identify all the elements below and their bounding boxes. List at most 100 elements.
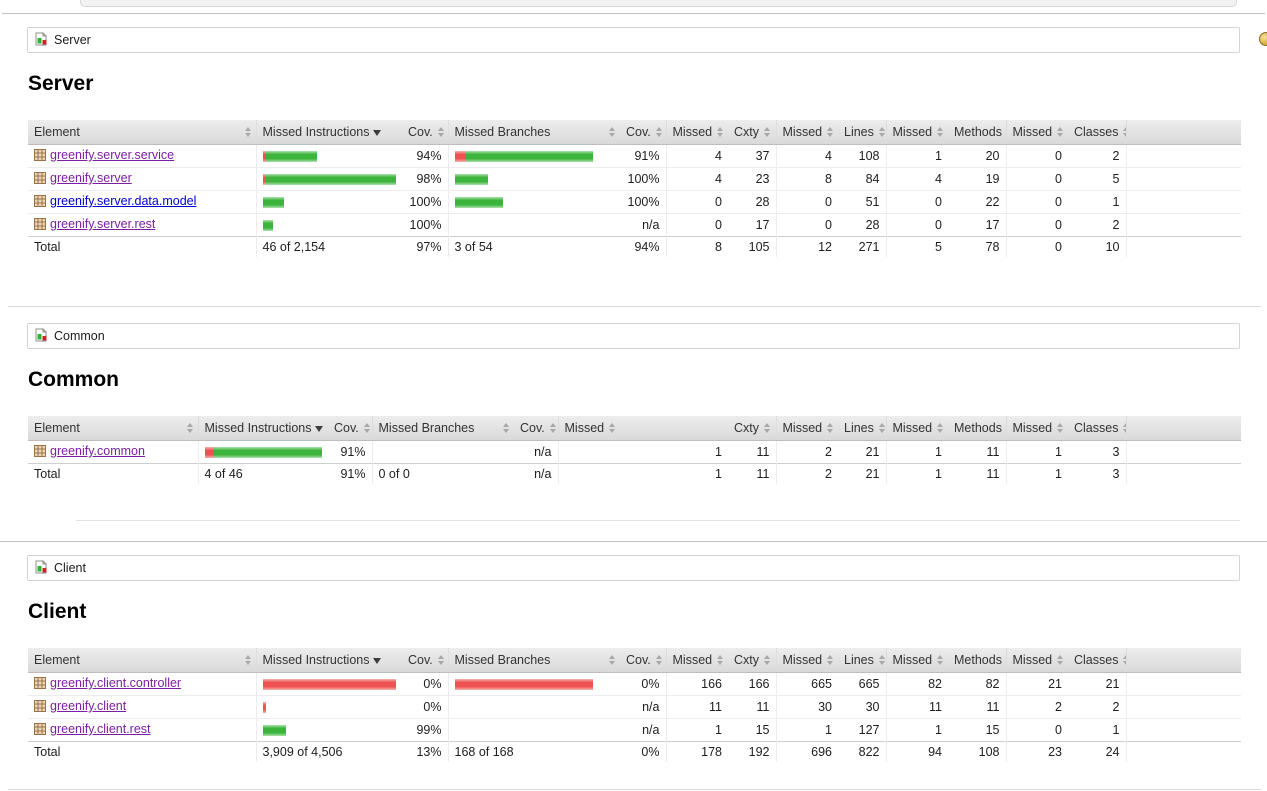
column-header-label: Cxty [734,421,759,435]
column-header-cov--2[interactable]: Cov. [328,416,372,441]
column-header-label: Missed Instructions [204,421,312,435]
metric-cell: 17 [755,218,770,232]
column-header-lines-8[interactable]: Lines [838,648,886,673]
package-link[interactable]: greenify.common [50,444,145,458]
column-header-missed-branches-3[interactable]: Missed Branches [371,416,514,441]
coverage-bar [262,701,397,713]
session-clock-icon[interactable] [1259,32,1267,46]
instructions-coverage-cell: 0% [402,672,448,696]
column-header-lines-8[interactable]: Lines [838,416,886,441]
metric-cell: 4 [665,144,728,168]
metric-cell: 11 [756,445,770,459]
metric-cell: 23 [728,167,776,191]
metric-cell: 2 [1005,695,1068,719]
coverage-bar [454,173,615,185]
sort-arrows-icon [608,655,617,666]
branches-coverage-cell: n/a [620,695,666,719]
column-header-missed-9[interactable]: Missed [885,648,948,673]
column-header-missed-branches-3[interactable]: Missed Branches [447,120,620,145]
metric-cell: 0 [1005,213,1068,237]
total-row: Total 4 of 46 91% 0 of 0 n/a 1 11 2 21 1 11 1 3 [28,463,1241,484]
column-header-cov--4[interactable]: Cov. [620,648,666,673]
covered-bar-segment [454,196,503,208]
column-header-missed-7[interactable]: Missed [775,120,838,145]
column-header-classes-12[interactable]: Classes [1068,648,1126,673]
total-metric-cell: 3 [1068,463,1126,484]
column-header-missed-9[interactable]: Missed [885,120,948,145]
total-metric-cell: 8 [665,236,728,257]
package-link[interactable]: greenify.server [50,171,132,185]
sort-arrows-icon [549,423,558,434]
package-link[interactable]: greenify.server.data.model [50,194,197,208]
metric-cell: 0 [775,213,838,237]
breadcrumb-label: Common [54,329,105,343]
metric-cell: 5 [1068,167,1126,191]
column-header-missed-9[interactable]: Missed [885,416,948,441]
coverage-bar [262,678,396,690]
column-header-missed-7[interactable]: Missed [775,416,838,441]
column-header-classes-12[interactable]: Classes [1068,416,1126,441]
section-title: Server [28,72,94,95]
column-header-label: Missed [1012,125,1053,139]
metric-cell: 0 [885,213,948,237]
column-header-missed-11[interactable]: Missed [1005,120,1068,145]
column-header-element-0[interactable]: Element [28,120,256,145]
coverage-table: Element Missed Instructions Cov. Missed Bra… [28,416,1241,484]
total-label: Total [28,236,256,257]
metric-cell: 0 [1005,718,1068,742]
column-header-lines-8[interactable]: Lines [838,120,886,145]
column-header-missed-11[interactable]: Missed [1005,416,1068,441]
column-header-cov--2[interactable]: Cov. [402,120,448,145]
sort-arrows-icon [1122,423,1126,434]
column-header-missed-instructions-1[interactable]: Missed Instructions [197,416,328,441]
column-header-missed-11[interactable]: Missed [1005,648,1068,673]
column-header-missed-7[interactable]: Missed [775,648,838,673]
column-header-missed-5[interactable]: Missed [665,120,728,145]
column-header-methods-10[interactable]: Methods [948,120,1006,145]
metric-cell: 82 [885,672,948,696]
column-header-label: Element [34,653,80,667]
column-header-label: Cxty [734,653,759,667]
column-header-missed-branches-3[interactable]: Missed Branches [447,648,620,673]
column-header-missed-5[interactable]: Missed [665,648,728,673]
column-header-cxty-6[interactable]: Cxty [728,416,776,441]
column-header-label: Cov. [626,125,651,139]
package-link[interactable]: greenify.server.service [50,148,175,162]
column-header-missed-instructions-1[interactable]: Missed Instructions [255,120,402,145]
column-header-missed-instructions-1[interactable]: Missed Instructions [255,648,402,673]
total-metric-cell: 10 [1068,236,1126,257]
covered-bar-segment [214,446,322,458]
metric-cell: 0 [885,190,948,214]
coverage-bar [262,219,397,231]
column-header-label: Methods [954,421,1002,435]
column-header-cov--4[interactable]: Cov. [620,120,666,145]
package-link[interactable]: greenify.client [50,699,127,713]
branches-coverage-cell: 100% [620,167,666,191]
branches-bar-cell [447,144,620,168]
table-row: greenify.server.service 94% 91% 4 37 4 108 1 20 0… [28,144,1241,168]
column-header-missed-5[interactable]: Missed [557,416,728,441]
column-header-cov--2[interactable]: Cov. [402,648,448,673]
column-header-classes-12[interactable]: Classes [1068,120,1126,145]
metric-cell: 2 [775,440,838,464]
filler-cell [1125,144,1241,168]
covered-bar-segment [262,196,284,208]
total-metric-cell: 105 [728,236,776,257]
package-link[interactable]: greenify.client.controller [50,676,182,690]
column-header-element-0[interactable]: Element [28,416,198,441]
total-metric-cell: 21 [838,463,886,484]
column-header-cov--4[interactable]: Cov. [514,416,558,441]
package-link[interactable]: greenify.client.rest [50,722,151,736]
column-header-label: Missed [1012,421,1053,435]
column-header-label: Cov. [334,421,359,435]
column-header-methods-10[interactable]: Methods [948,416,1006,441]
metric-cell: 11 [728,695,776,719]
column-header-element-0[interactable]: Element [28,648,256,673]
sort-arrows-icon [655,127,664,138]
metric-cell: 0 [775,190,838,214]
column-header-methods-10[interactable]: Methods [948,648,1006,673]
package-link[interactable]: greenify.server.rest [50,217,156,231]
metric-cell: 21 [865,445,880,459]
column-header-cxty-6[interactable]: Cxty [728,648,776,673]
column-header-cxty-6[interactable]: Cxty [728,120,776,145]
